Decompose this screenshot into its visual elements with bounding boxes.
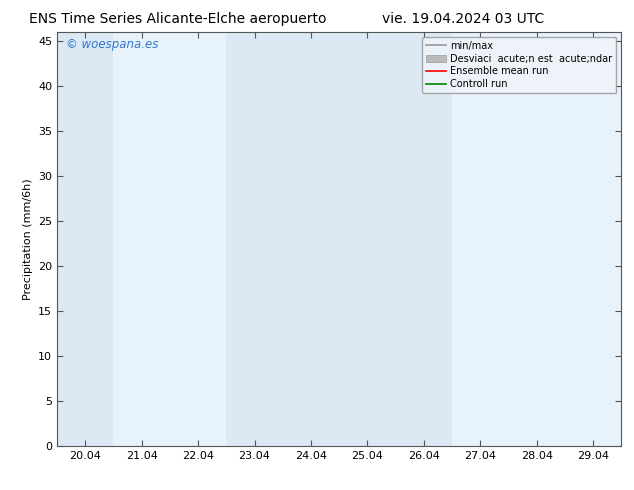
Bar xyxy=(565,32,621,446)
Legend: min/max, Desviaci  acute;n est  acute;ndar, Ensemble mean run, Controll run: min/max, Desviaci acute;n est acute;ndar… xyxy=(422,37,616,93)
Text: vie. 19.04.2024 03 UTC: vie. 19.04.2024 03 UTC xyxy=(382,12,544,26)
Bar xyxy=(113,32,226,446)
Text: ENS Time Series Alicante-Elche aeropuerto: ENS Time Series Alicante-Elche aeropuert… xyxy=(29,12,327,26)
Bar xyxy=(452,32,565,446)
Y-axis label: Precipitation (mm/6h): Precipitation (mm/6h) xyxy=(23,178,32,300)
Text: © woespana.es: © woespana.es xyxy=(65,38,158,51)
